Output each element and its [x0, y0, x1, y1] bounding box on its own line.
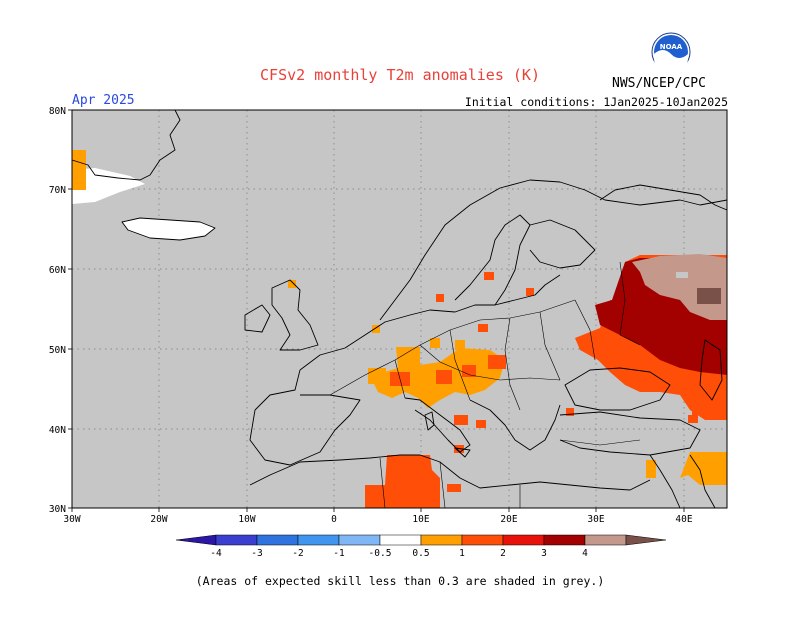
lon-label-30w: 30W	[63, 514, 80, 525]
lon-label-10w: 10W	[238, 514, 255, 525]
colorbar-label: 0.5	[412, 548, 429, 559]
lat-label-80n: 80N	[49, 106, 66, 117]
noaa-logo-text: NOAA	[660, 43, 683, 51]
colorbar-label: 4	[582, 548, 588, 559]
colorbar-box	[584, 534, 627, 546]
skill-caption: (Areas of expected skill less than 0.3 a…	[195, 574, 605, 588]
colorbar-box	[379, 534, 422, 546]
lon-label-30e: 30E	[587, 514, 604, 525]
colorbar-label: 1	[459, 548, 465, 559]
colorbar	[175, 534, 667, 546]
lon-label-20w: 20W	[150, 514, 167, 525]
lon-label-10e: 10E	[412, 514, 429, 525]
lon-label-20e: 20E	[500, 514, 517, 525]
forecast-month: Apr 2025	[72, 93, 135, 108]
lat-label-30n: 30N	[49, 504, 66, 515]
colorbar-box	[543, 534, 586, 546]
colorbar-labels: -4 -3 -2 -1 -0.5 0.5 1 2 3 4	[210, 548, 588, 559]
colorbar-label: 3	[541, 548, 547, 559]
colorbar-box	[420, 534, 463, 546]
organization-label: NWS/NCEP/CPC	[612, 76, 706, 91]
lat-label-40n: 40N	[49, 425, 66, 436]
colorbar-box	[461, 534, 504, 546]
colorbar-box	[297, 534, 340, 546]
colorbar-label: -4	[210, 548, 222, 559]
colorbar-label: -3	[251, 548, 262, 559]
colorbar-box	[502, 534, 545, 546]
colorbar-label: -0.5	[369, 548, 392, 559]
colorbar-arrow-high	[625, 534, 667, 546]
initial-conditions: Initial conditions: 1Jan2025-10Jan2025	[464, 95, 728, 109]
lat-label-50n: 50N	[49, 345, 66, 356]
colorbar-box	[256, 534, 299, 546]
noaa-logo: NOAA	[651, 32, 691, 72]
colorbar-label: -1	[333, 548, 345, 559]
lat-label-60n: 60N	[49, 265, 66, 276]
map-title: CFSv2 monthly T2m anomalies (K)	[260, 66, 540, 84]
anomaly-patches	[72, 150, 727, 508]
map-frame	[71, 109, 728, 509]
lon-label-0: 0	[331, 514, 337, 525]
coastlines	[71, 109, 728, 509]
lat-label-70n: 70N	[49, 185, 66, 196]
country-borders	[329, 261, 641, 509]
colorbar-box	[215, 534, 258, 546]
colorbar-label: -2	[292, 548, 303, 559]
colorbar-box	[338, 534, 381, 546]
colorbar-arrow-low	[175, 534, 217, 546]
lon-label-40e: 40E	[675, 514, 692, 525]
colorbar-label: 2	[500, 548, 506, 559]
